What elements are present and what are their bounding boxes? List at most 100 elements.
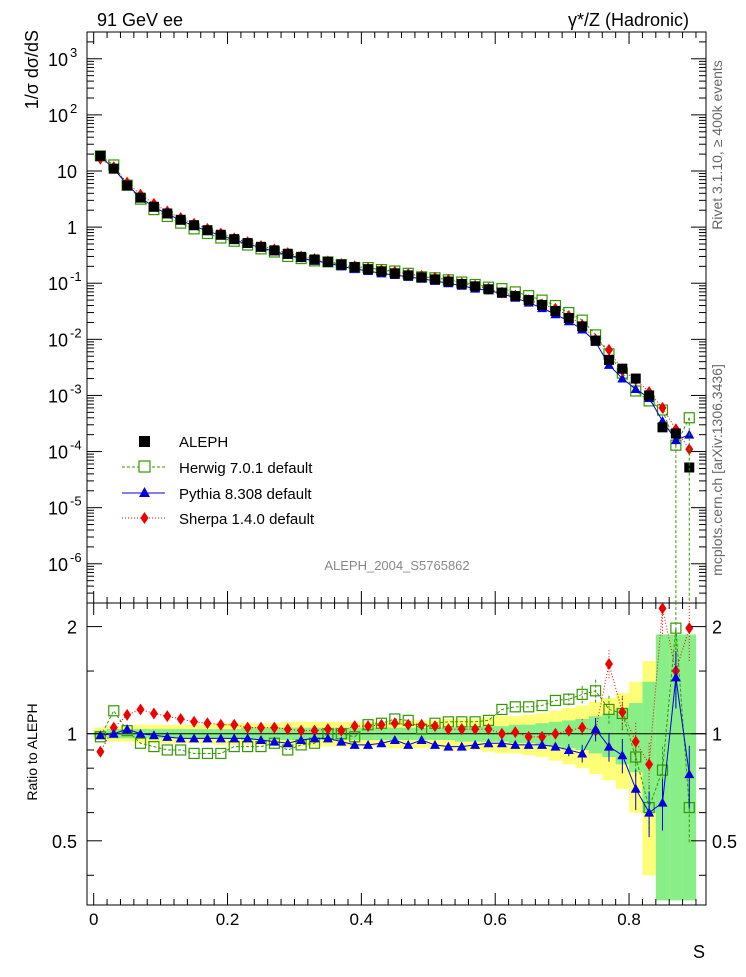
main-point-aleph bbox=[363, 264, 374, 275]
ratio-point-pythia bbox=[429, 739, 440, 749]
ratio-point-pythia bbox=[590, 724, 601, 734]
ratio-tick-label-left: 0.5 bbox=[52, 832, 77, 852]
header-left: 91 GeV ee bbox=[97, 10, 183, 30]
main-ylabel: 1/σ dσ/dS bbox=[22, 30, 42, 109]
ratio-point-herwig bbox=[148, 740, 160, 753]
legend-marker-pythia bbox=[139, 487, 150, 497]
ratio-point-sherpa bbox=[364, 720, 373, 733]
legend-marker-aleph bbox=[139, 436, 150, 447]
ratio-point-sherpa bbox=[190, 715, 199, 728]
ratio-point-sherpa bbox=[511, 726, 520, 739]
main-point-aleph bbox=[376, 266, 387, 277]
ratio-point-sherpa bbox=[658, 603, 667, 615]
ratio-point-herwig bbox=[549, 694, 562, 707]
main-point-aleph bbox=[429, 274, 440, 285]
legend-label-aleph: ALEPH bbox=[179, 434, 228, 451]
ratio-point-pythia bbox=[523, 739, 534, 749]
ratio-point-sherpa bbox=[230, 718, 239, 731]
ratio-tick-label-right: 1 bbox=[712, 725, 722, 745]
x-tick-label: 0 bbox=[89, 910, 98, 929]
ratio-point-sherpa bbox=[323, 723, 332, 736]
ratio-point-sherpa bbox=[109, 721, 118, 734]
ratio-point-pythia bbox=[282, 738, 293, 748]
main-point-aleph bbox=[590, 335, 601, 346]
ratio-point-herwig bbox=[656, 764, 669, 776]
ratio-point-sherpa bbox=[631, 735, 640, 748]
main-point-aleph bbox=[483, 284, 494, 295]
legend-entry-sherpa: Sherpa 1.4.0 default bbox=[122, 511, 315, 528]
main-point-aleph bbox=[242, 238, 253, 249]
ratio-point-pythia bbox=[202, 733, 213, 743]
ratio-point-pythia bbox=[148, 730, 159, 740]
main-point-aleph bbox=[122, 180, 133, 191]
ratio-point-pythia bbox=[242, 733, 253, 743]
ratio-point-pythia bbox=[537, 739, 548, 749]
main-point-aleph bbox=[670, 428, 681, 439]
main-point-aleph bbox=[95, 151, 106, 162]
main-point-aleph bbox=[282, 248, 293, 259]
ratio-point-sherpa bbox=[390, 717, 399, 730]
legend-label-pythia: Pythia 8.308 default bbox=[179, 486, 312, 503]
main-point-sherpa bbox=[604, 343, 613, 356]
ratio-point-pythia bbox=[644, 807, 655, 817]
y-tick-label-exp: 3 bbox=[70, 45, 77, 60]
ratio-point-sherpa bbox=[497, 727, 506, 740]
ratio-point-herwig bbox=[108, 705, 120, 717]
ratio-point-pythia bbox=[189, 733, 200, 743]
ratio-point-pythia bbox=[215, 733, 226, 743]
ratio-point-sherpa bbox=[256, 721, 265, 734]
ratio-point-sherpa bbox=[471, 723, 480, 736]
y-tick-label-exp: -3 bbox=[70, 381, 82, 396]
main-point-aleph bbox=[189, 220, 200, 231]
ratio-point-herwig bbox=[589, 685, 602, 697]
legend-marker-herwig bbox=[138, 460, 151, 473]
main-point-aleph bbox=[510, 291, 521, 302]
main-point-aleph bbox=[644, 390, 655, 401]
ratio-point-pythia bbox=[376, 738, 387, 748]
main-point-aleph bbox=[550, 305, 561, 316]
main-point-aleph bbox=[630, 373, 641, 384]
header-right: γ*/Z (Hadronic) bbox=[568, 10, 689, 30]
main-point-pythia bbox=[670, 435, 681, 445]
ratio-point-sherpa bbox=[564, 724, 573, 737]
main-point-aleph bbox=[563, 312, 574, 323]
y-tick-label-exp: -1 bbox=[70, 269, 82, 284]
ratio-point-herwig bbox=[134, 737, 147, 749]
y-tick-label-main: 10 bbox=[48, 555, 68, 575]
ratio-point-herwig bbox=[161, 744, 173, 756]
ratio-point-pythia bbox=[269, 736, 280, 746]
main-point-aleph bbox=[657, 422, 668, 433]
ratio-point-sherpa bbox=[524, 730, 533, 743]
main-line-sherpa bbox=[100, 158, 690, 450]
main-point-pythia bbox=[630, 384, 641, 394]
ratio-point-herwig bbox=[563, 693, 575, 705]
ratio-point-sherpa bbox=[216, 718, 225, 731]
ratio-point-pythia bbox=[229, 733, 240, 743]
x-tick-label: 0.2 bbox=[216, 910, 240, 929]
ratio-point-sherpa bbox=[618, 706, 627, 719]
main-point-aleph bbox=[496, 287, 507, 298]
legend-marker-sherpa bbox=[140, 512, 149, 524]
main-point-aleph bbox=[135, 192, 146, 203]
main-point-aleph bbox=[470, 281, 481, 292]
ratio-point-sherpa bbox=[243, 721, 252, 734]
main-point-aleph bbox=[523, 295, 534, 306]
ratio-point-pythia bbox=[135, 728, 146, 738]
ratio-point-herwig bbox=[509, 701, 521, 713]
ratio-point-sherpa bbox=[283, 723, 292, 736]
ratio-point-pythia bbox=[684, 769, 695, 779]
main-point-aleph bbox=[416, 272, 427, 283]
ratio-point-sherpa bbox=[377, 718, 386, 731]
ratio-point-pythia bbox=[108, 728, 119, 738]
ratio-point-pythia bbox=[389, 735, 400, 745]
ratio-point-pythia bbox=[309, 733, 320, 743]
ratio-point-herwig bbox=[576, 688, 588, 700]
ratio-point-sherpa bbox=[538, 730, 547, 743]
main-point-aleph bbox=[255, 241, 266, 252]
band-inner bbox=[615, 708, 630, 765]
main-point-aleph bbox=[389, 268, 400, 279]
ratio-point-pythia bbox=[496, 738, 507, 748]
legend-label-sherpa: Sherpa 1.4.0 default bbox=[179, 511, 315, 528]
main-point-aleph bbox=[537, 299, 548, 310]
